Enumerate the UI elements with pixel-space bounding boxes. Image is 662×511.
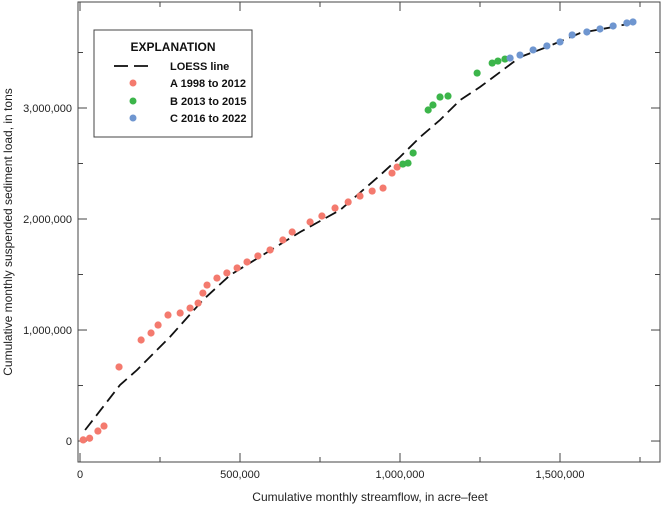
point-series-c (583, 28, 591, 36)
x-tick-label: 1,000,000 (376, 469, 425, 481)
legend-a-swatch (129, 79, 137, 87)
data-points (79, 18, 637, 444)
point-series-c (506, 54, 514, 62)
legend-c-label: C 2016 to 2022 (170, 113, 246, 125)
point-series-a (154, 321, 162, 329)
point-series-b (409, 149, 417, 157)
point-series-a (115, 363, 123, 371)
y-tick-label: 1,000,000 (23, 325, 72, 337)
y-tick-label: 2,000,000 (23, 214, 72, 226)
loess-line (84, 22, 634, 431)
point-series-c (596, 25, 604, 33)
point-series-a (223, 269, 231, 277)
point-series-c (543, 42, 551, 50)
point-series-a (79, 436, 87, 444)
point-series-a (137, 336, 145, 344)
legend: EXPLANATION LOESS line A 1998 to 2012 B … (93, 29, 253, 138)
plot-frame (77, 1, 661, 463)
legend-b-label: B 2013 to 2015 (170, 96, 246, 108)
point-series-c (556, 38, 564, 46)
legend-box (93, 29, 253, 138)
x-tick-label: 0 (77, 469, 83, 481)
point-series-b (444, 92, 452, 100)
point-series-a (100, 422, 108, 430)
point-series-a (94, 427, 102, 435)
point-series-a (243, 258, 251, 266)
point-series-a (147, 329, 155, 337)
point-series-b (494, 57, 502, 65)
point-series-c (529, 46, 537, 54)
x-tick-label: 1,500,000 (536, 469, 585, 481)
y-tick-label: 0 (66, 436, 72, 448)
point-series-a (194, 299, 202, 307)
point-series-a (344, 198, 352, 206)
point-series-a (176, 309, 184, 317)
point-series-a (356, 192, 364, 200)
legend-c-swatch (129, 114, 137, 122)
legend-loess-label: LOESS line (170, 61, 229, 73)
point-series-b (436, 93, 444, 101)
point-series-b (473, 69, 481, 77)
point-series-c (629, 18, 637, 26)
y-axis-title: Cumulative monthly suspended sediment lo… (1, 88, 15, 376)
tick-labels: 0 500,000 1,000,000 1,500,000 0 1,000,000 2,00… (23, 103, 584, 481)
point-series-b (429, 101, 437, 109)
point-series-a (199, 289, 207, 297)
point-series-a (331, 204, 339, 212)
point-series-c (609, 22, 617, 30)
point-series-c (568, 31, 576, 39)
point-series-a (288, 228, 296, 236)
x-tick-label: 500,000 (220, 469, 260, 481)
point-series-a (164, 311, 172, 319)
point-series-a (318, 212, 326, 220)
point-series-b (404, 159, 412, 167)
legend-a-label: A 1998 to 2012 (170, 78, 246, 90)
y-tick-label: 3,000,000 (23, 103, 72, 115)
point-series-a (393, 163, 401, 171)
point-series-c (623, 19, 631, 27)
point-series-a (306, 218, 314, 226)
point-series-a (233, 264, 241, 272)
point-series-a (379, 184, 387, 192)
point-series-a (213, 274, 221, 282)
point-series-a (254, 252, 262, 260)
point-series-a (203, 281, 211, 289)
legend-title: EXPLANATION (130, 40, 215, 54)
point-series-b (424, 106, 432, 114)
x-axis-title: Cumulative monthly streamflow, in acre–f… (252, 490, 488, 504)
point-series-b (488, 59, 496, 67)
axis-ticks (78, 2, 660, 462)
point-series-a (186, 304, 194, 312)
point-series-a (279, 236, 287, 244)
point-series-a (388, 169, 396, 177)
point-series-c (516, 51, 524, 59)
point-series-a (266, 246, 274, 254)
point-series-a (368, 187, 376, 195)
point-series-a (86, 434, 94, 442)
legend-b-swatch (129, 97, 137, 105)
